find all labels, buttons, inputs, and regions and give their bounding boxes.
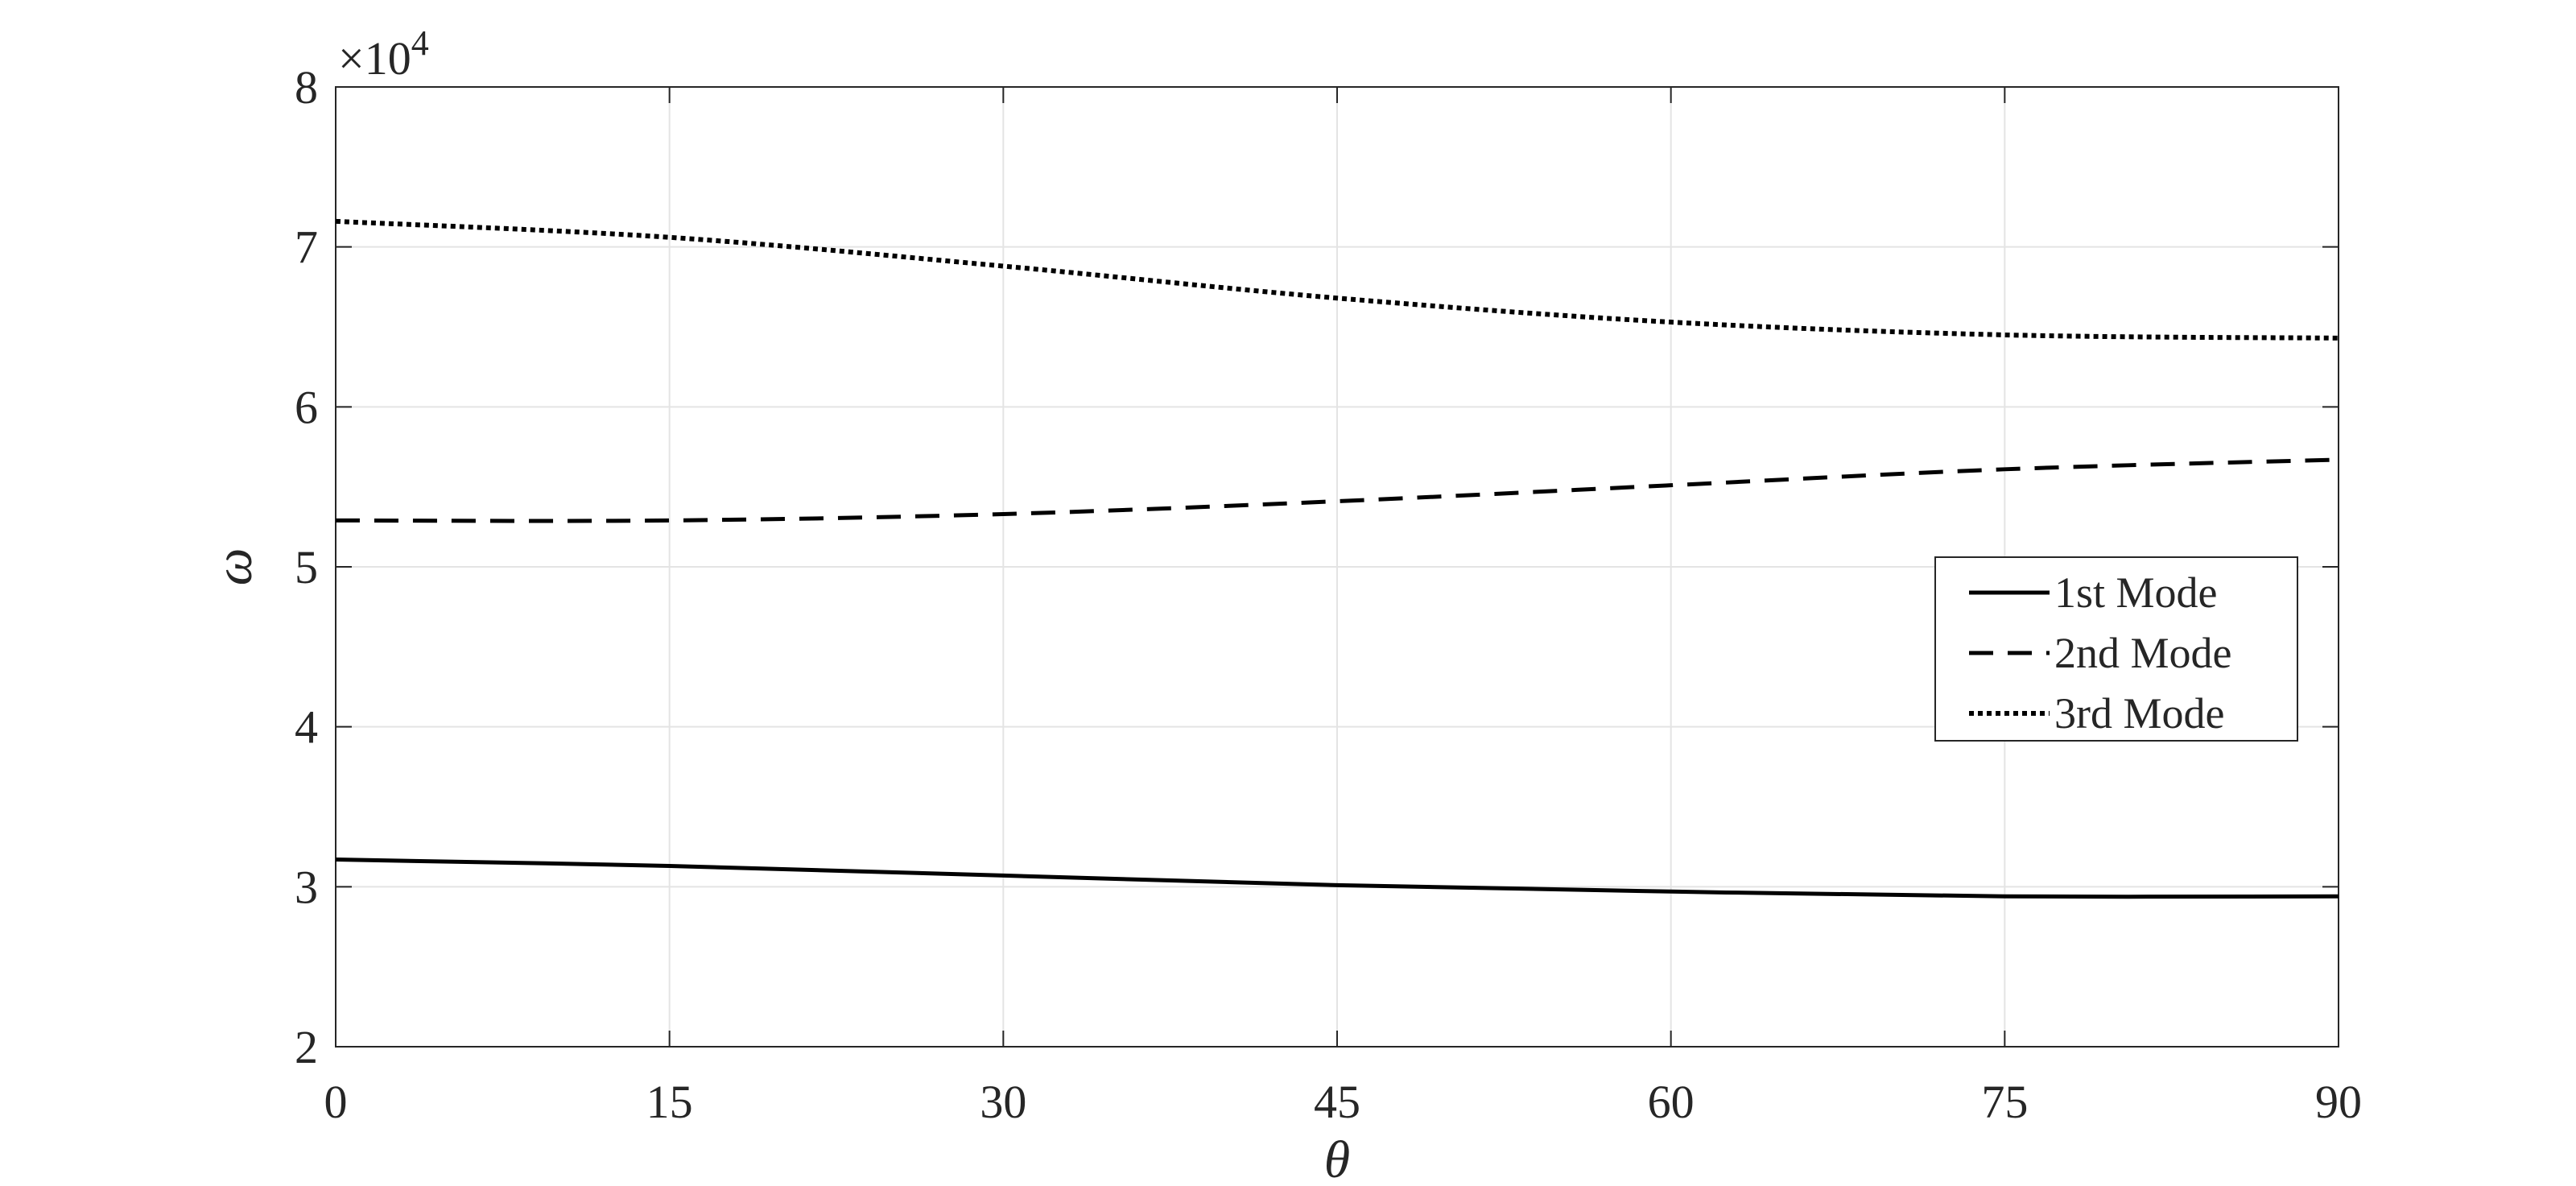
legend: 1st Mode 2nd Mode 3rd Mode: [1934, 556, 2298, 742]
tick-marks: [335, 86, 2339, 1048]
legend-label-2: 2nd Mode: [2054, 629, 2231, 677]
y-tick-label: 7: [295, 221, 318, 274]
x-tick-label: 30: [980, 1076, 1026, 1128]
y-multiplier-base: ×10: [338, 32, 411, 85]
y-multiplier-exponent: 4: [411, 23, 429, 63]
x-axis-label: θ: [1324, 1130, 1350, 1182]
series-line-2: [335, 457, 2339, 523]
x-tick-label: 15: [646, 1076, 693, 1128]
y-tick-label: 6: [295, 381, 318, 433]
x-tick-labels: 0 15 30 45 60 75 90: [324, 1076, 2363, 1128]
y-tick-label: 8: [295, 61, 318, 114]
y-tick-label: 3: [295, 861, 318, 913]
y-tick-label: 5: [295, 541, 318, 593]
x-tick-label: 45: [1314, 1076, 1360, 1128]
series-line-3: [335, 218, 2339, 341]
y-tick-label: 2: [295, 1021, 318, 1073]
legend-label-1: 1st Mode: [2054, 568, 2218, 617]
y-tick-label: 4: [295, 701, 318, 754]
x-tick-label: 60: [1648, 1076, 1695, 1128]
y-axis-label: ω: [204, 548, 263, 586]
series-line-1: [335, 857, 2339, 899]
legend-box: [1934, 556, 2298, 742]
series-lines: [335, 218, 2339, 899]
y-axis-multiplier: ×104: [338, 23, 429, 85]
x-tick-label: 75: [1981, 1076, 2028, 1128]
x-tick-label: 0: [324, 1076, 348, 1128]
y-tick-labels: 2 3 4 5 6 7 8: [295, 61, 318, 1073]
legend-label-3: 3rd Mode: [2054, 689, 2224, 738]
x-tick-label: 90: [2315, 1076, 2362, 1128]
